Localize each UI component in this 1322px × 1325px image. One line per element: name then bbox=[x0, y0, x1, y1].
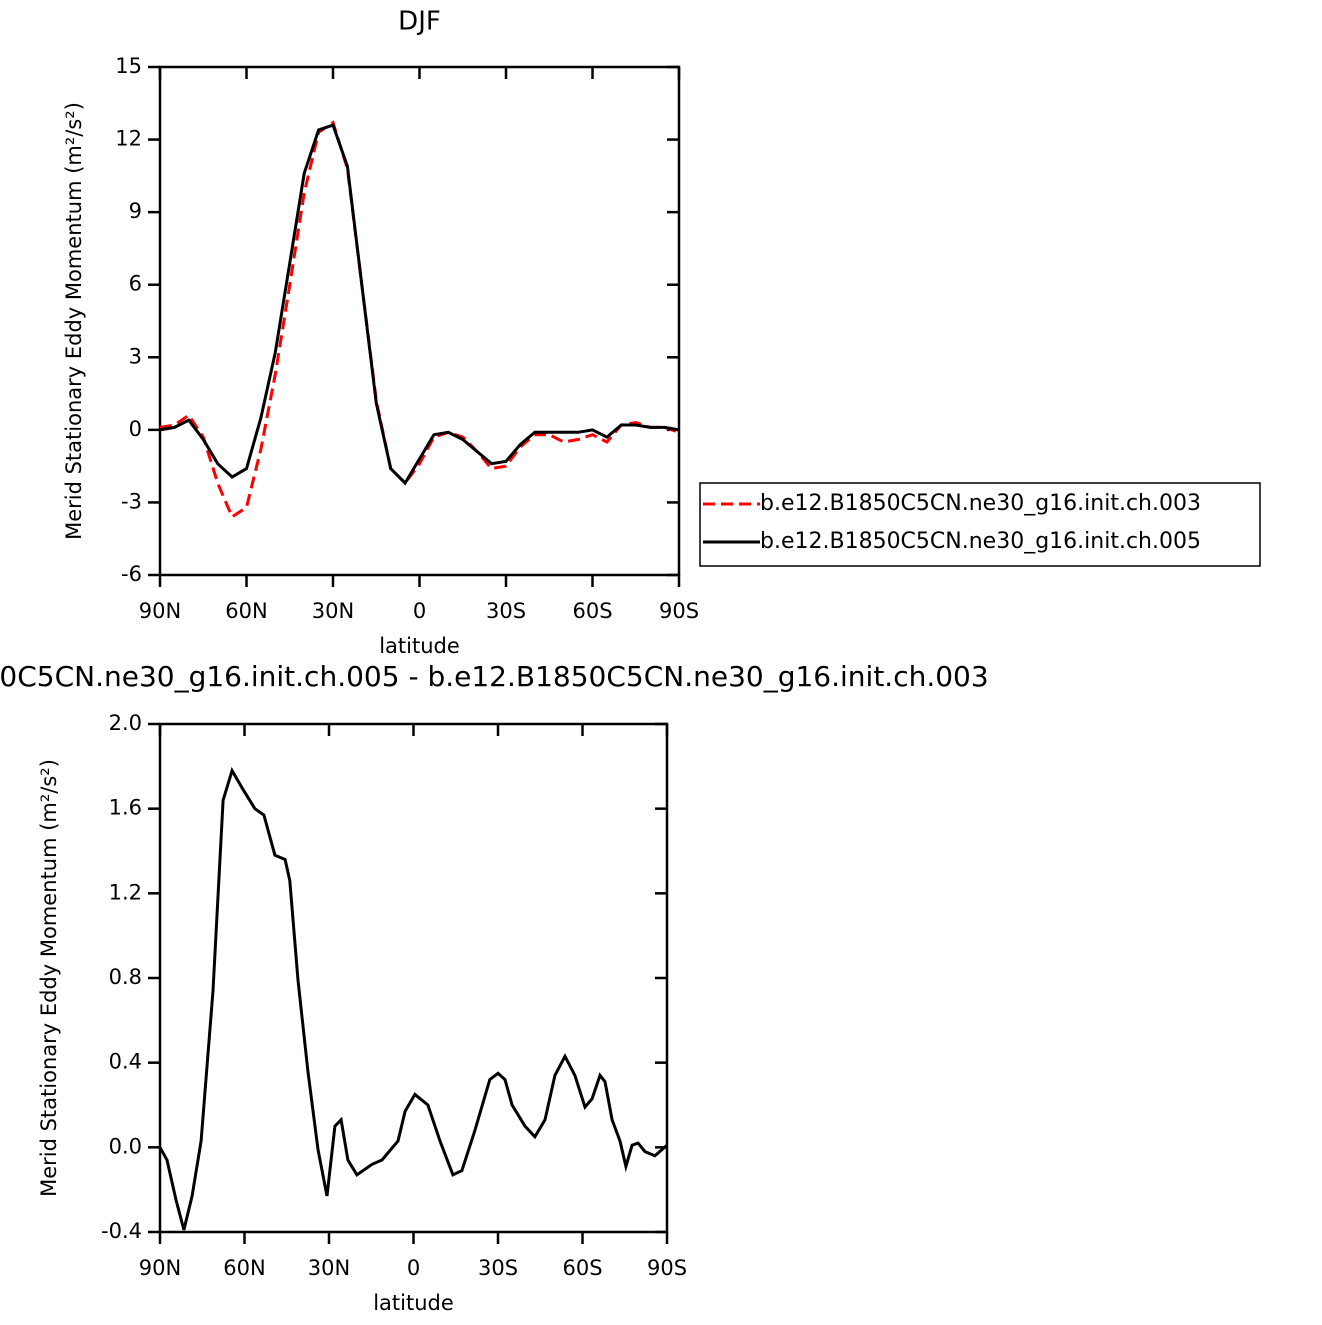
y-tick-label: 12 bbox=[115, 127, 142, 151]
y-tick-label: 9 bbox=[129, 199, 142, 223]
y-tick-label: 0 bbox=[129, 417, 142, 441]
x-tick-label: 60S bbox=[562, 1256, 602, 1280]
x-tick-label: 0 bbox=[413, 599, 426, 623]
y-tick-label: 2.0 bbox=[109, 711, 142, 735]
series-line bbox=[159, 123, 680, 486]
x-tick-label: 90S bbox=[647, 1256, 687, 1280]
legend-box bbox=[699, 482, 1261, 567]
y-tick-label: 15 bbox=[115, 54, 142, 78]
y-tick-label: 1.2 bbox=[109, 880, 142, 904]
series-line bbox=[158, 766, 668, 1231]
chart-title: DJF bbox=[398, 7, 441, 37]
y-tick-label: 3 bbox=[129, 344, 142, 368]
x-tick-label: 90N bbox=[139, 599, 181, 623]
x-tick-label: 30N bbox=[308, 1256, 350, 1280]
y-tick-label: -0.4 bbox=[101, 1219, 142, 1243]
x-axis-label: latitude bbox=[379, 634, 460, 658]
y-tick-label: 1.6 bbox=[109, 796, 142, 820]
chart-title: b.e12.B1850C5CN.ne30_g16.init.ch.005 - b… bbox=[0, 660, 989, 693]
y-tick-label: -6 bbox=[121, 562, 142, 586]
y-axis-label: Merid Stationary Eddy Momentum (m²/s²) bbox=[37, 759, 61, 1197]
x-tick-label: 60S bbox=[572, 599, 612, 623]
x-tick-label: 30N bbox=[312, 599, 354, 623]
x-tick-label: 60N bbox=[225, 599, 267, 623]
x-tick-label: 0 bbox=[407, 1256, 420, 1280]
series-line bbox=[159, 120, 680, 520]
x-tick-label: 30S bbox=[486, 599, 526, 623]
plot-frame bbox=[158, 722, 669, 1234]
x-tick-label: 90N bbox=[139, 1256, 181, 1280]
legend-label: b.e12.B1850C5CN.ne30_g16.init.ch.005 bbox=[760, 529, 1201, 554]
x-tick-label: 90S bbox=[659, 599, 699, 623]
x-tick-label: 60N bbox=[223, 1256, 265, 1280]
y-tick-label: 0.4 bbox=[109, 1050, 142, 1074]
y-tick-label: 0.0 bbox=[109, 1134, 142, 1158]
x-tick-label: 30S bbox=[478, 1256, 518, 1280]
y-tick-label: 6 bbox=[129, 272, 142, 296]
y-axis-label: Merid Stationary Eddy Momentum (m²/s²) bbox=[62, 102, 86, 540]
x-axis-label: latitude bbox=[373, 1291, 454, 1315]
legend-label: b.e12.B1850C5CN.ne30_g16.init.ch.003 bbox=[760, 491, 1201, 516]
y-tick-label: 0.8 bbox=[109, 965, 142, 989]
y-tick-label: -3 bbox=[121, 489, 142, 513]
plot-frame bbox=[158, 65, 681, 577]
